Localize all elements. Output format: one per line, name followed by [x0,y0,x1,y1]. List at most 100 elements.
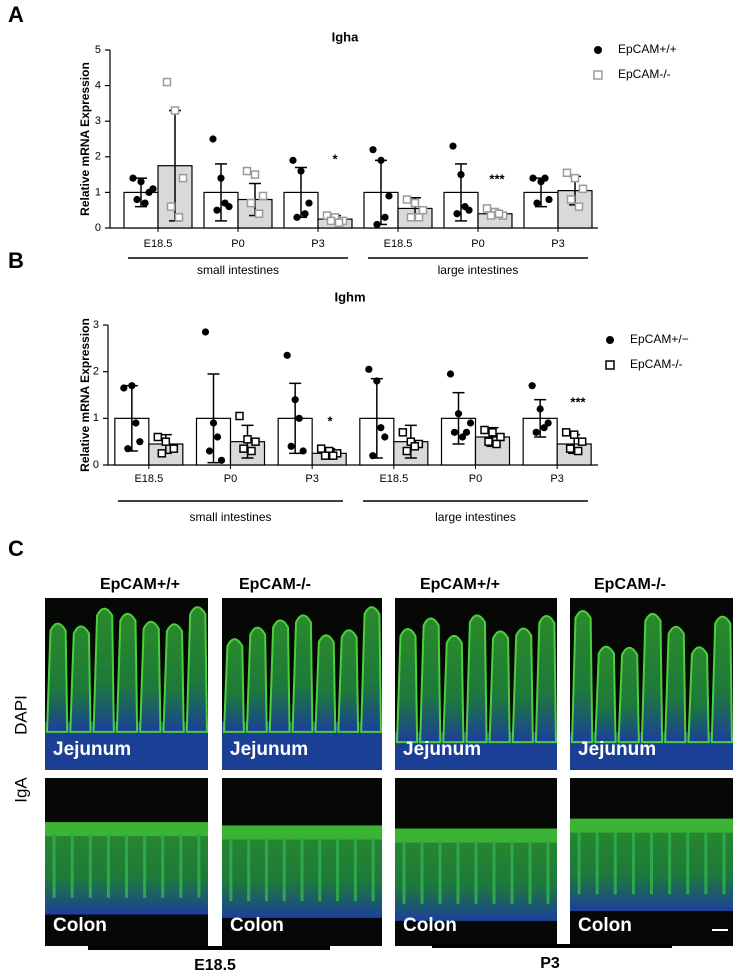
stain-label: DAPI [11,695,30,735]
data-point [418,205,428,215]
x-tick-label: P3 [305,473,318,485]
panel-label: A [8,2,24,27]
data-point [136,438,144,446]
data-point [578,184,588,194]
significance: *** [489,171,505,186]
data-point [289,156,297,164]
villus [268,619,291,733]
data-point [201,328,210,336]
data-point [402,195,412,204]
error-bar [452,391,465,445]
tissue-label: Jejunum [53,739,131,760]
villus [594,645,617,744]
y-tick-label: 3 [95,115,101,127]
data-point [213,206,221,214]
data-point [480,425,489,435]
data-point [482,204,492,213]
data-point [209,135,217,143]
data-point [377,424,385,432]
data-point [251,437,260,446]
data-point [402,446,412,456]
data-point [486,211,496,220]
y-tick-label: 0 [93,459,99,471]
villus [617,646,640,744]
x-tick-label: E18.5 [379,473,408,485]
data-point [373,377,381,385]
micrograph: Colon [395,778,557,946]
data-point [414,213,424,222]
chart-title: Ighm [334,289,365,304]
villus [395,627,419,744]
tissue-label: Jejunum [230,739,308,760]
villus [465,614,488,744]
data-point [492,439,501,449]
data-point [457,171,465,179]
data-point [466,419,475,427]
data-point [174,213,184,222]
data-point [326,216,336,226]
data-point [450,428,459,436]
data-point [205,447,214,455]
data-point [166,202,176,211]
data-point [295,414,303,422]
group-label: large intestines [435,510,516,524]
data-point [320,451,330,460]
villus [687,646,710,744]
data-point [254,209,264,219]
data-point [577,437,587,446]
epithelium [222,825,382,840]
legend-marker [605,360,615,370]
data-point [161,437,171,446]
data-point [406,213,416,222]
column-header: EpCAM+/+ [100,576,180,593]
villus [162,623,185,733]
chart-title: Igha [332,29,359,44]
data-point [569,430,579,439]
age-label: E18.5 [194,957,236,974]
data-point [129,174,137,182]
panel-label: C [8,536,24,561]
data-point [377,156,385,164]
legend-label: EpCAM+/+ [618,42,677,56]
data-point [544,419,552,427]
epithelium [570,818,733,833]
data-point [570,173,580,183]
villus [360,606,383,733]
data-point [545,195,553,204]
data-point [132,419,140,427]
data-point [532,428,540,436]
villus [92,607,115,733]
villus [139,620,162,733]
data-point [247,446,256,456]
data-point [496,432,505,442]
tissue-label: Jejunum [578,739,656,760]
villus [45,622,69,733]
data-point [250,170,260,179]
data-point [462,428,471,436]
data-point [458,433,467,441]
data-point [153,432,163,442]
data-point [541,174,549,182]
data-point [137,178,145,186]
significance: * [332,151,338,166]
villus [245,626,268,733]
data-point [494,209,504,219]
villus [511,627,534,744]
villus [291,614,314,733]
data-point [258,191,268,201]
data-point [328,451,338,460]
data-point [291,396,299,404]
panel-label: B [8,248,24,273]
error-bar [207,373,220,464]
y-tick-label: 1 [93,412,99,424]
x-tick-label: E18.5 [134,473,163,485]
villus [710,615,734,744]
data-point [461,203,469,211]
data-point [562,168,572,178]
column-header: EpCAM-/- [594,576,666,593]
data-point [453,210,461,218]
group-label: large intestines [438,263,519,277]
data-point [297,167,305,175]
x-tick-label: P0 [471,238,484,250]
data-point [573,446,583,456]
